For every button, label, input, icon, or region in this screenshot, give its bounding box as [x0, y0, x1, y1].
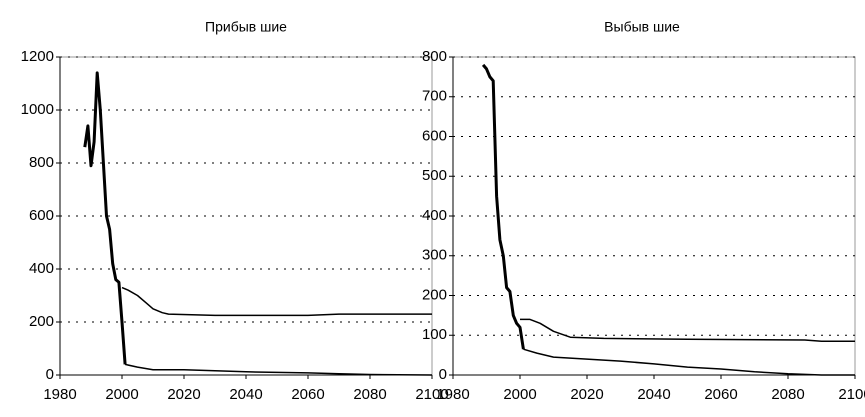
- x-tick-label: 2020: [167, 386, 200, 403]
- x-tick-label: 2060: [291, 386, 324, 403]
- series-line: [523, 348, 855, 376]
- x-tick-label: 1980: [43, 386, 76, 403]
- x-tick-label: 2000: [105, 386, 138, 403]
- x-tick-label: 2100: [838, 386, 865, 403]
- x-tick-label: 2020: [570, 386, 603, 403]
- y-tick-label: 100: [422, 326, 447, 343]
- y-tick-label: 400: [422, 207, 447, 224]
- x-tick-label: 2080: [771, 386, 804, 403]
- series-line: [83, 71, 127, 365]
- chart-title: Прибыв шие: [205, 19, 287, 35]
- y-tick-label: 1000: [21, 101, 54, 118]
- x-tick-label: 2040: [637, 386, 670, 403]
- y-tick-label: 600: [29, 207, 54, 224]
- y-tick-label: 700: [422, 88, 447, 105]
- y-tick-label: 300: [422, 247, 447, 264]
- x-tick-label: 2060: [704, 386, 737, 403]
- y-tick-label: 0: [46, 366, 54, 383]
- y-tick-label: 200: [29, 313, 54, 330]
- y-tick-label: 0: [439, 366, 447, 383]
- y-tick-label: 800: [422, 48, 447, 65]
- y-tick-label: 200: [422, 286, 447, 303]
- series-line: [124, 363, 433, 376]
- y-tick-label: 600: [422, 127, 447, 144]
- y-tick-label: 800: [29, 154, 54, 171]
- x-tick-label: 1980: [436, 386, 469, 403]
- y-tick-label: 1200: [21, 48, 54, 65]
- series-line: [121, 286, 432, 317]
- x-tick-label: 2100: [415, 386, 448, 403]
- series-line: [520, 318, 855, 342]
- y-tick-label: 400: [29, 260, 54, 277]
- series-line: [481, 63, 525, 350]
- y-tick-label: 500: [422, 167, 447, 184]
- x-tick-label: 2040: [229, 386, 262, 403]
- x-tick-label: 2000: [503, 386, 536, 403]
- chart-title: Выбыв шие: [604, 19, 680, 35]
- x-tick-label: 2080: [353, 386, 386, 403]
